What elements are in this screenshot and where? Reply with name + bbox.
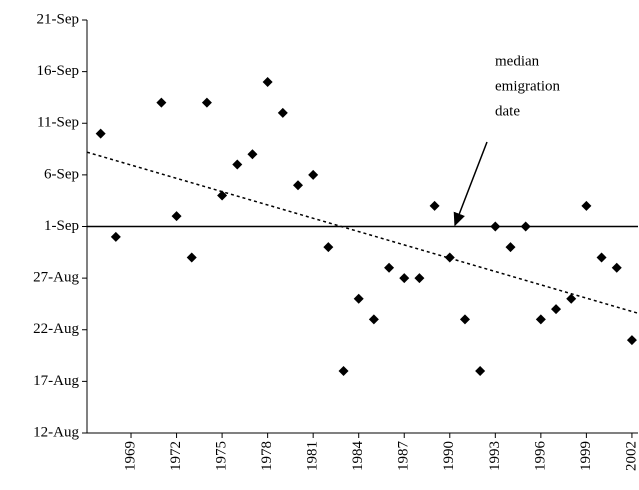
annotation: emigration xyxy=(495,78,560,94)
data-point xyxy=(399,273,410,284)
y-tick-label: 11-Sep xyxy=(37,115,79,131)
annotation-arrow xyxy=(453,141,488,227)
annotation: median xyxy=(495,53,540,69)
data-point xyxy=(611,262,622,273)
data-point xyxy=(368,314,379,325)
data-point xyxy=(566,293,577,304)
data-point xyxy=(581,200,592,211)
y-tick-label: 17-Aug xyxy=(33,373,79,389)
data-point xyxy=(596,252,607,263)
y-tick-label: 6-Sep xyxy=(44,166,79,182)
data-point xyxy=(247,149,258,160)
y-tick-label: 1-Sep xyxy=(44,218,79,234)
x-tick-label: 1987 xyxy=(396,441,412,472)
data-point xyxy=(308,169,319,180)
data-point xyxy=(338,366,349,377)
data-point xyxy=(384,262,395,273)
data-point xyxy=(505,242,516,253)
x-tick-label: 1984 xyxy=(350,441,366,472)
data-point xyxy=(353,293,364,304)
y-tick-label: 22-Aug xyxy=(33,321,79,337)
trend-line xyxy=(86,151,639,314)
data-point xyxy=(171,211,182,222)
x-tick-label: 1996 xyxy=(532,441,548,472)
data-point xyxy=(262,76,273,87)
data-point xyxy=(414,273,425,284)
x-tick-label: 1981 xyxy=(305,441,321,471)
x-tick-label: 1975 xyxy=(214,441,230,471)
data-point xyxy=(217,190,228,201)
data-point xyxy=(95,128,106,139)
x-tick-label: 1999 xyxy=(578,441,594,471)
y-tick-label: 16-Sep xyxy=(37,63,80,79)
data-point xyxy=(490,221,501,232)
x-tick-label: 2002 xyxy=(623,441,639,471)
data-point xyxy=(201,97,212,108)
x-tick-label: 1990 xyxy=(441,441,457,471)
data-point xyxy=(551,304,562,315)
data-point xyxy=(323,242,334,253)
data-point xyxy=(520,221,531,232)
data-point xyxy=(277,107,288,118)
y-tick-label: 27-Aug xyxy=(33,270,79,286)
data-point xyxy=(232,159,243,170)
data-point xyxy=(459,314,470,325)
annotation: date xyxy=(495,103,520,119)
y-tick-label: 12-Aug xyxy=(33,424,79,440)
data-point xyxy=(186,252,197,263)
data-point xyxy=(110,231,121,242)
data-point xyxy=(156,97,167,108)
x-tick-label: 1993 xyxy=(487,441,503,471)
data-point xyxy=(475,366,486,377)
x-tick-label: 1969 xyxy=(122,441,138,471)
data-point xyxy=(626,335,637,346)
data-point xyxy=(292,180,303,191)
data-point xyxy=(444,252,455,263)
x-tick-label: 1978 xyxy=(259,441,275,471)
y-tick-label: 21-Sep xyxy=(37,11,80,27)
data-point xyxy=(429,200,440,211)
data-point xyxy=(535,314,546,325)
x-tick-label: 1972 xyxy=(168,441,184,471)
